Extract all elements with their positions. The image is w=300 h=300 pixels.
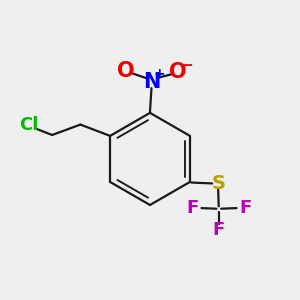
Text: O: O xyxy=(169,62,187,82)
Text: Cl: Cl xyxy=(19,116,38,134)
Text: O: O xyxy=(117,61,135,81)
Text: F: F xyxy=(239,199,252,217)
Text: −: − xyxy=(180,58,193,73)
Text: N: N xyxy=(143,72,160,92)
Text: F: F xyxy=(186,199,199,217)
Text: F: F xyxy=(213,220,225,238)
Text: S: S xyxy=(211,174,225,193)
Text: +: + xyxy=(154,67,166,81)
